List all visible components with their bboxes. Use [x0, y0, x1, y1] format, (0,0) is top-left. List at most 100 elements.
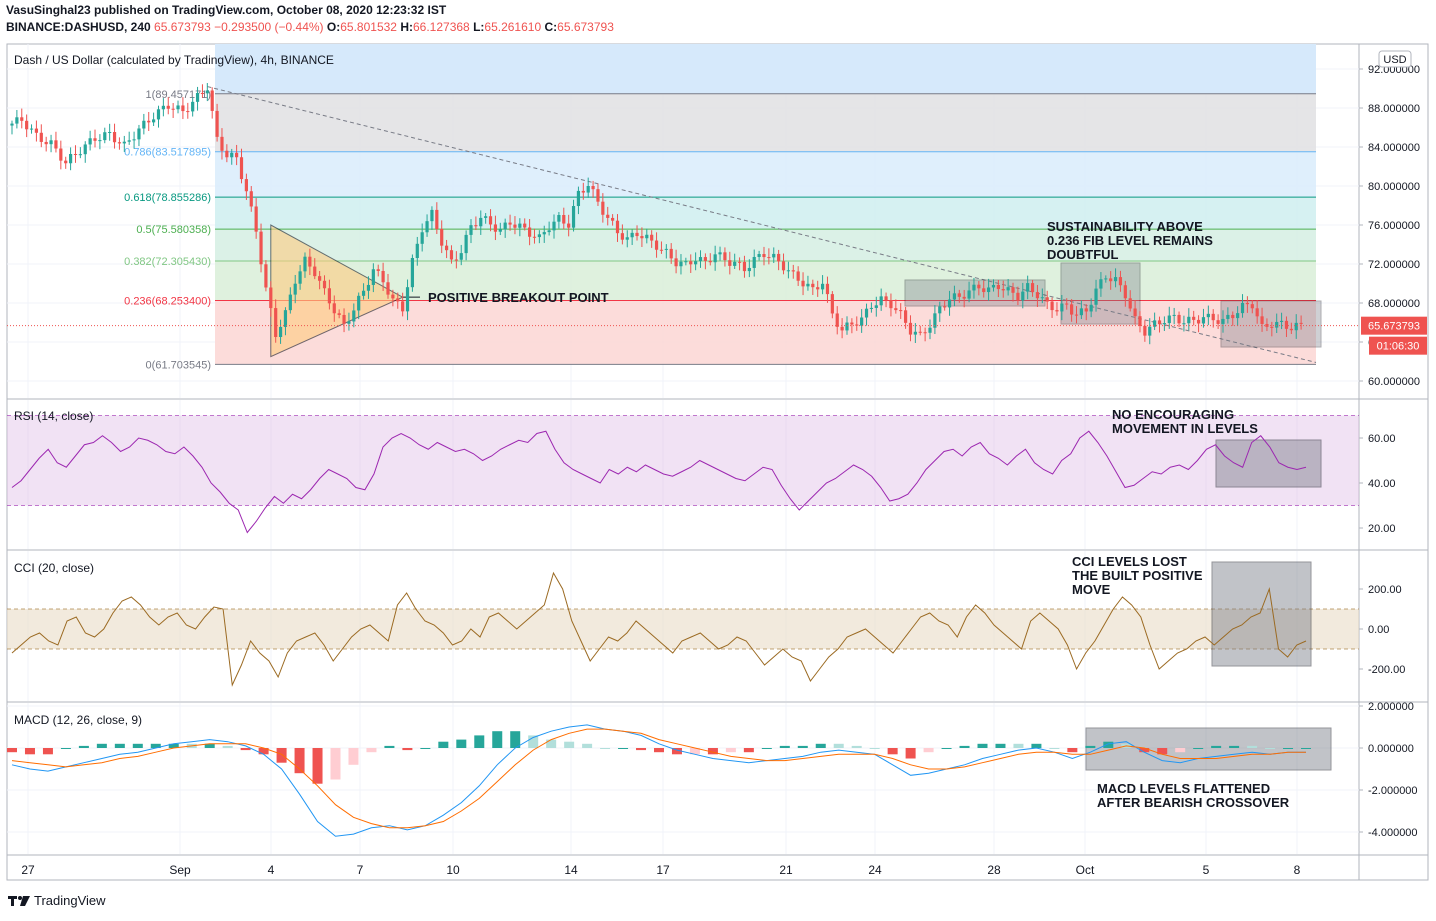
candle-body	[987, 287, 991, 293]
cci-y-tick-label: 200.00	[1368, 584, 1402, 596]
candle-body	[332, 303, 336, 314]
candle-body	[239, 157, 244, 180]
candle-body	[664, 248, 668, 250]
macd-histogram-bar	[869, 748, 880, 749]
candle-body	[1255, 308, 1259, 317]
candle-body	[68, 153, 73, 164]
macd-histogram-bar	[78, 745, 89, 748]
macd-histogram-bar	[168, 743, 179, 748]
fib-level-label: 1(89.457171)	[146, 89, 211, 101]
macd-histogram-bar	[258, 748, 269, 755]
candle-body	[762, 254, 766, 258]
macd-histogram-bar	[204, 743, 215, 748]
x-tick-label: 5	[1203, 863, 1210, 877]
candle-body	[376, 269, 380, 271]
candle-body	[503, 222, 507, 230]
candle-body	[88, 138, 92, 145]
candle-body	[1153, 320, 1157, 327]
annotation-rsi-1: NO ENCOURAGING	[1112, 407, 1234, 422]
candle-body	[15, 117, 19, 124]
candle-body	[1094, 288, 1098, 305]
macd-histogram-bar	[761, 748, 772, 749]
candle-body	[29, 128, 34, 130]
macd-histogram-bar	[240, 748, 251, 751]
candle-body	[913, 331, 917, 335]
macd-histogram-bar	[1283, 748, 1294, 749]
candle-body	[244, 179, 248, 192]
countdown-badge	[1369, 336, 1427, 355]
annotation-rsi-2: MOVEMENT IN LEVELS	[1112, 421, 1258, 436]
candle-body	[73, 153, 78, 155]
candle-body	[405, 287, 410, 312]
open-value: 65.801532	[340, 20, 397, 34]
cci-y-tick-label: -200.00	[1368, 664, 1405, 676]
candle-body	[396, 298, 400, 302]
annotation-fib-2: 0.236 FIB LEVEL REMAINS	[1047, 233, 1213, 248]
candle-body	[249, 191, 253, 207]
macd-histogram-bar	[312, 748, 323, 784]
candle-body	[430, 209, 434, 222]
candle-body	[972, 284, 976, 291]
macd-histogram-bar	[582, 743, 593, 748]
macd-histogram-bar	[330, 748, 341, 780]
last-price-badge-label: 65.673793	[1368, 321, 1420, 333]
candle-body	[1211, 313, 1215, 321]
macd-histogram-bar	[1031, 743, 1042, 748]
currency-label: USD	[1383, 54, 1406, 66]
low-value: 65.261610	[484, 20, 542, 34]
last-price-badge	[1361, 316, 1427, 335]
macd-histogram-bar	[1175, 748, 1186, 753]
macd-histogram-bar	[905, 748, 916, 759]
candle-body	[156, 109, 161, 120]
candle-body	[361, 290, 366, 296]
candle-body	[703, 257, 707, 261]
tradingview-logo-icon	[8, 895, 30, 906]
candle-body	[625, 237, 629, 240]
candle-body	[791, 270, 795, 272]
candle-body	[679, 261, 683, 267]
candle-body	[205, 90, 209, 94]
candle-body	[537, 234, 541, 238]
candle-body	[235, 152, 239, 158]
candle-body	[635, 232, 639, 237]
high-value: 66.127368	[412, 20, 470, 34]
candle-body	[1187, 316, 1191, 324]
candle-body	[1021, 291, 1025, 301]
candle-body	[620, 233, 624, 240]
candle-body	[327, 288, 331, 304]
candle-body	[669, 248, 673, 259]
x-tick-label: 4	[268, 863, 275, 877]
candle-body	[1226, 314, 1230, 319]
fib-level-label: 0.5(75.580358)	[136, 224, 211, 236]
candle-body	[586, 186, 590, 193]
candle-body	[259, 231, 263, 265]
candle-body	[528, 227, 532, 237]
candle-body	[274, 308, 278, 338]
candle-body	[1133, 308, 1137, 317]
candle-body	[479, 217, 483, 227]
candle-body	[777, 253, 781, 262]
candle-body	[581, 190, 585, 193]
fib-zone	[215, 151, 1316, 198]
candle-body	[825, 283, 830, 295]
y-tick-label: 72.000000	[1368, 259, 1420, 271]
candle-body	[1070, 304, 1074, 315]
candle-body	[523, 223, 527, 228]
candle-body	[444, 245, 449, 251]
macd-histogram-bar	[132, 743, 143, 748]
candle-body	[1275, 321, 1279, 328]
candle-body	[44, 141, 48, 145]
candle-body	[757, 254, 761, 257]
candle-body	[991, 284, 996, 288]
fib-zone	[215, 261, 1316, 301]
candle-body	[1245, 302, 1250, 305]
macd-histogram-bar	[420, 748, 431, 749]
macd-histogram-bar	[636, 748, 647, 751]
x-tick-label: 27	[21, 863, 35, 877]
candle-body	[811, 283, 815, 288]
fib-level-label: 0(61.703545)	[146, 359, 211, 371]
candle-body	[962, 296, 966, 299]
candle-body	[640, 236, 644, 239]
candle-body	[654, 240, 659, 250]
